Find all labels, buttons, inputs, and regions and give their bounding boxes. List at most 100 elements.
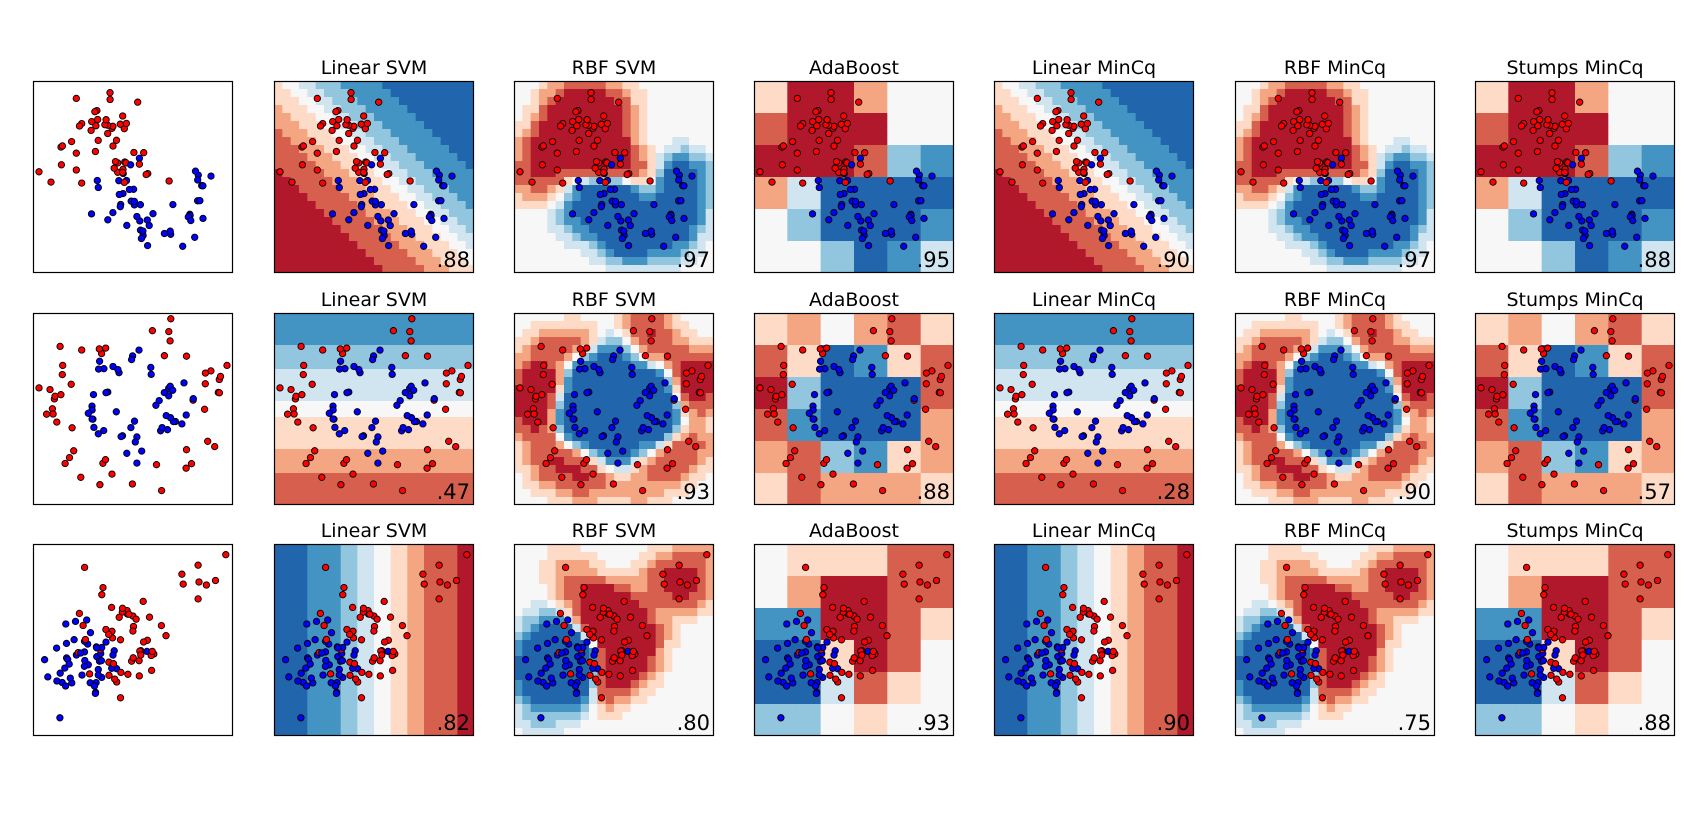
- decision-cell: [1600, 249, 1609, 258]
- point-class-red: [68, 424, 76, 432]
- decision-cell: [332, 401, 342, 410]
- decision-cell: [564, 209, 573, 218]
- decision-cell: [324, 89, 333, 98]
- point-class-blue: [1168, 172, 1176, 180]
- decision-cell: [514, 449, 523, 458]
- decision-cell: [564, 137, 573, 146]
- point-class-red: [1314, 136, 1323, 144]
- point-class-red: [78, 179, 86, 187]
- decision-cell: [1268, 249, 1278, 258]
- decision-cell: [1393, 81, 1403, 90]
- decision-cell: [1575, 169, 1584, 178]
- decision-cell: [530, 265, 540, 273]
- decision-cell: [315, 433, 325, 442]
- decision-cell: [1152, 257, 1162, 266]
- decision-cell: [1177, 201, 1187, 210]
- decision-cell: [1533, 161, 1543, 170]
- decision-cell: [307, 241, 317, 250]
- decision-cell: [895, 249, 905, 258]
- decision-cell: [357, 89, 367, 98]
- decision-cell: [1301, 201, 1311, 210]
- decision-cell: [795, 241, 805, 250]
- decision-cell: [390, 113, 400, 122]
- decision-cell: [1335, 249, 1344, 258]
- decision-cell: [1002, 81, 1012, 90]
- decision-cell: [1268, 113, 1278, 122]
- decision-cell: [1500, 241, 1509, 250]
- point-class-blue: [1100, 227, 1108, 235]
- point-class-blue: [130, 417, 139, 425]
- decision-cell: [1418, 113, 1428, 122]
- decision-cell: [1160, 129, 1170, 138]
- decision-cell: [879, 249, 888, 258]
- decision-cell: [630, 201, 640, 210]
- decision-cell: [639, 113, 648, 122]
- point-class-red: [1514, 166, 1522, 174]
- decision-cell: [307, 457, 317, 466]
- decision-cell: [1368, 105, 1378, 114]
- decision-cell: [994, 177, 1003, 186]
- decision-cell: [1575, 257, 1584, 266]
- decision-cell: [647, 217, 657, 226]
- decision-cell: [1185, 233, 1194, 242]
- decision-cell: [1393, 257, 1403, 266]
- decision-cell: [357, 481, 367, 490]
- decision-cell: [597, 137, 607, 146]
- decision-cell: [1019, 201, 1028, 210]
- decision-cell: [1044, 81, 1053, 90]
- decision-cell: [399, 113, 408, 122]
- decision-cell: [1616, 89, 1626, 98]
- decision-cell: [655, 161, 665, 170]
- decision-cell: [282, 329, 292, 338]
- decision-cell: [1144, 89, 1153, 98]
- decision-cell: [879, 145, 888, 154]
- decision-cell: [622, 89, 632, 98]
- decision-cell: [820, 89, 830, 98]
- decision-cell: [365, 313, 375, 322]
- decision-cell: [274, 201, 283, 210]
- decision-cell: [1608, 193, 1618, 202]
- point-class-blue: [115, 190, 123, 199]
- decision-cell: [804, 201, 813, 210]
- point-class-blue: [866, 221, 874, 230]
- decision-cell: [845, 145, 855, 154]
- decision-cell: [1616, 193, 1626, 202]
- decision-cell: [895, 81, 905, 90]
- decision-cell: [415, 89, 425, 98]
- decision-cell: [1177, 105, 1187, 114]
- point-class-blue: [590, 208, 598, 217]
- decision-cell: [929, 129, 938, 138]
- decision-cell: [762, 169, 772, 178]
- decision-cell: [1625, 249, 1634, 258]
- decision-cell: [547, 105, 557, 114]
- decision-cell: [1633, 161, 1643, 170]
- decision-cell: [399, 401, 408, 410]
- decision-cell: [1326, 129, 1336, 138]
- decision-cell: [837, 137, 847, 146]
- decision-cell: [672, 201, 682, 210]
- decision-cell: [1069, 233, 1078, 242]
- decision-cell: [1658, 209, 1668, 218]
- decision-cell: [514, 225, 523, 234]
- decision-cell: [845, 129, 855, 138]
- decision-cell: [1666, 113, 1675, 122]
- point-class-red: [646, 177, 654, 185]
- decision-cell: [1060, 249, 1070, 258]
- decision-cell: [332, 465, 342, 474]
- decision-cell: [1376, 201, 1386, 210]
- decision-cell: [689, 129, 698, 138]
- decision-cell: [1500, 193, 1509, 202]
- decision-cell: [274, 177, 283, 186]
- decision-cell: [945, 177, 954, 186]
- decision-cell: [1027, 257, 1037, 266]
- decision-cell: [1410, 209, 1419, 218]
- decision-cell: [324, 121, 333, 130]
- decision-cell: [1525, 81, 1534, 90]
- decision-cell: [762, 161, 772, 170]
- point-class-red: [1036, 122, 1045, 130]
- decision-cell: [564, 121, 573, 130]
- decision-cell: [1235, 225, 1244, 234]
- decision-cell: [307, 177, 317, 186]
- point-class-red: [553, 166, 561, 174]
- decision-cell: [274, 449, 283, 458]
